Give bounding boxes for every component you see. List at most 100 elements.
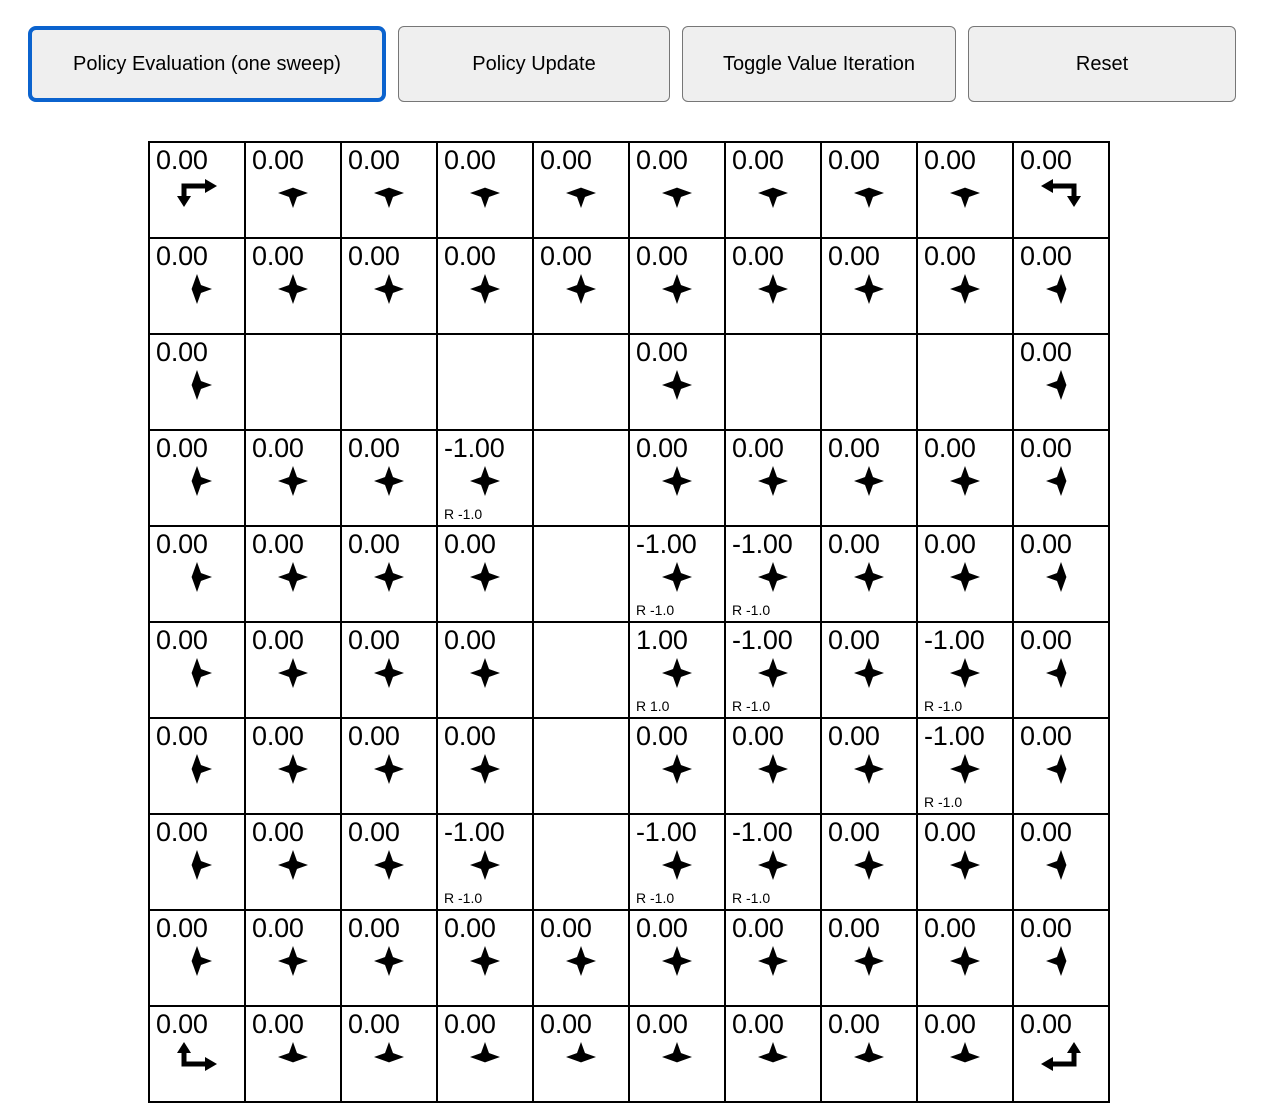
grid-cell[interactable]: 0.00 — [628, 141, 726, 239]
grid-cell[interactable]: 0.00 — [340, 621, 438, 719]
grid-cell[interactable]: 0.00 — [628, 909, 726, 1007]
button-reset[interactable]: Reset — [968, 26, 1236, 102]
grid-cell[interactable]: 0.00 — [244, 237, 342, 335]
grid-cell[interactable]: 0.00 — [1012, 525, 1110, 623]
grid-cell[interactable]: 0.00 — [148, 813, 246, 911]
grid-cell[interactable]: 0.00 — [724, 141, 822, 239]
grid-cell[interactable]: 0.00 — [820, 621, 918, 719]
grid-cell-negative-reward[interactable]: -1.00 R -1.0 — [436, 813, 534, 911]
grid-cell[interactable]: 0.00 — [1012, 813, 1110, 911]
policy-arrow-up-left-down-icon — [1014, 845, 1108, 885]
grid-cell[interactable]: 0.00 — [1012, 621, 1110, 719]
grid-cell[interactable]: 0.00 — [724, 909, 822, 1007]
grid-cell[interactable]: 0.00 — [340, 429, 438, 527]
grid-cell[interactable]: 0.00 — [820, 1005, 918, 1103]
grid-cell[interactable]: 0.00 — [820, 237, 918, 335]
cell-value: 0.00 — [252, 625, 304, 655]
grid-cell[interactable]: 0.00 — [532, 909, 630, 1007]
grid-cell[interactable]: 0.00 — [820, 429, 918, 527]
policy-arrow-all-icon — [438, 653, 532, 693]
grid-cell-negative-reward[interactable]: -1.00 R -1.0 — [628, 813, 726, 911]
grid-cell[interactable]: 0.00 — [820, 909, 918, 1007]
grid-cell[interactable]: 0.00 — [244, 621, 342, 719]
grid-cell[interactable]: 0.00 — [244, 1005, 342, 1103]
grid-cell[interactable]: 0.00 — [340, 141, 438, 239]
grid-cell[interactable]: 0.00 — [724, 1005, 822, 1103]
grid-cell[interactable]: 0.00 — [340, 1005, 438, 1103]
grid-cell[interactable]: 0.00 — [436, 141, 534, 239]
grid-cell[interactable]: 0.00 — [244, 717, 342, 815]
grid-cell[interactable]: 0.00 — [916, 909, 1014, 1007]
grid-cell[interactable]: 0.00 — [1012, 909, 1110, 1007]
grid-cell[interactable]: 0.00 — [916, 141, 1014, 239]
grid-cell[interactable]: 0.00 — [436, 1005, 534, 1103]
grid-cell[interactable]: 0.00 — [148, 333, 246, 431]
grid-cell-negative-reward[interactable]: -1.00 R -1.0 — [724, 525, 822, 623]
grid-cell[interactable]: 0.00 — [340, 525, 438, 623]
grid-cell[interactable]: 0.00 — [820, 141, 918, 239]
grid-cell[interactable]: 0.00 — [1012, 141, 1110, 239]
grid-cell[interactable]: 0.00 — [916, 525, 1014, 623]
grid-cell-negative-reward[interactable]: -1.00 R -1.0 — [916, 717, 1014, 815]
grid-cell[interactable]: 0.00 — [628, 1005, 726, 1103]
grid-cell-negative-reward[interactable]: -1.00 R -1.0 — [724, 621, 822, 719]
grid-cell-negative-reward[interactable]: -1.00 R -1.0 — [916, 621, 1014, 719]
grid-cell[interactable]: 0.00 — [532, 237, 630, 335]
grid-cell[interactable]: 0.00 — [148, 1005, 246, 1103]
grid-cell[interactable]: 0.00 — [436, 237, 534, 335]
button-policy-update[interactable]: Policy Update — [398, 26, 670, 102]
grid-cell[interactable]: 0.00 — [148, 525, 246, 623]
grid-cell[interactable]: 0.00 — [820, 813, 918, 911]
grid-cell[interactable]: 0.00 — [436, 525, 534, 623]
grid-cell[interactable]: 0.00 — [244, 429, 342, 527]
button-policy-evaluation-one-sweep[interactable]: Policy Evaluation (one sweep) — [28, 26, 386, 102]
grid-cell[interactable]: 0.00 — [1012, 429, 1110, 527]
grid-cell[interactable]: 0.00 — [628, 333, 726, 431]
grid-cell[interactable]: 0.00 — [244, 813, 342, 911]
cell-value: 0.00 — [1020, 721, 1072, 751]
grid-cell[interactable]: 0.00 — [436, 621, 534, 719]
grid-cell[interactable]: 0.00 — [916, 237, 1014, 335]
grid-cell[interactable]: 0.00 — [1012, 237, 1110, 335]
grid-cell[interactable]: 0.00 — [916, 429, 1014, 527]
policy-arrow-up-left-icon — [1014, 1037, 1108, 1077]
grid-cell[interactable]: 0.00 — [628, 429, 726, 527]
grid-cell[interactable]: 0.00 — [340, 717, 438, 815]
grid-cell-negative-reward[interactable]: -1.00 R -1.0 — [724, 813, 822, 911]
grid-cell[interactable]: 0.00 — [724, 237, 822, 335]
grid-cell[interactable]: 0.00 — [1012, 717, 1110, 815]
grid-cell-positive-reward[interactable]: 1.00 R 1.0 — [628, 621, 726, 719]
grid-cell[interactable]: 0.00 — [244, 141, 342, 239]
grid-cell[interactable]: 0.00 — [1012, 333, 1110, 431]
grid-cell[interactable]: 0.00 — [724, 429, 822, 527]
grid-cell[interactable]: 0.00 — [436, 909, 534, 1007]
grid-cell[interactable]: 0.00 — [148, 141, 246, 239]
grid-cell[interactable]: 0.00 — [148, 909, 246, 1007]
grid-cell[interactable]: 0.00 — [628, 717, 726, 815]
grid-cell[interactable]: 0.00 — [820, 525, 918, 623]
grid-cell[interactable]: 0.00 — [340, 237, 438, 335]
grid-cell[interactable]: 0.00 — [532, 141, 630, 239]
grid-cell-negative-reward[interactable]: -1.00 R -1.0 — [628, 525, 726, 623]
grid-cell[interactable]: 0.00 — [628, 237, 726, 335]
grid-cell[interactable]: 0.00 — [340, 909, 438, 1007]
policy-arrow-all-icon — [630, 365, 724, 405]
grid-cell[interactable]: 0.00 — [244, 525, 342, 623]
grid-cell[interactable]: 0.00 — [1012, 1005, 1110, 1103]
grid-cell[interactable]: 0.00 — [916, 1005, 1014, 1103]
grid-cell[interactable]: 0.00 — [148, 621, 246, 719]
grid-cell[interactable]: 0.00 — [244, 909, 342, 1007]
policy-arrow-all-icon — [246, 461, 340, 501]
grid-cell[interactable]: 0.00 — [148, 717, 246, 815]
grid-cell[interactable]: 0.00 — [532, 1005, 630, 1103]
policy-arrow-left-right-up-icon — [726, 1037, 820, 1077]
grid-cell[interactable]: 0.00 — [340, 813, 438, 911]
grid-cell[interactable]: 0.00 — [916, 813, 1014, 911]
grid-cell[interactable]: 0.00 — [724, 717, 822, 815]
grid-cell[interactable]: 0.00 — [148, 429, 246, 527]
grid-cell[interactable]: 0.00 — [820, 717, 918, 815]
grid-cell[interactable]: 0.00 — [436, 717, 534, 815]
grid-cell[interactable]: 0.00 — [148, 237, 246, 335]
grid-cell-negative-reward[interactable]: -1.00 R -1.0 — [436, 429, 534, 527]
button-toggle-value-iteration[interactable]: Toggle Value Iteration — [682, 26, 956, 102]
